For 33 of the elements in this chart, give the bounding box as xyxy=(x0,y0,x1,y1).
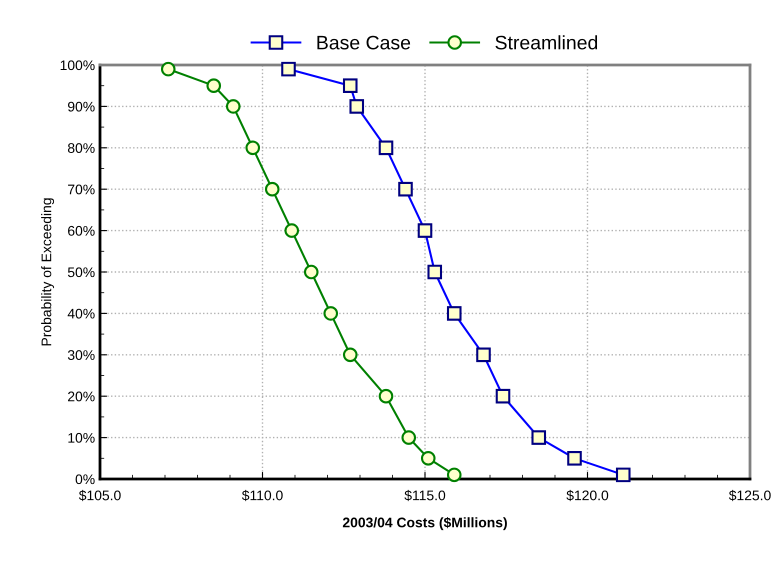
x-tick-label: $110.0 xyxy=(242,490,283,502)
point xyxy=(342,348,358,362)
x-tick-label: $120.0 xyxy=(566,490,608,502)
y-tick-label: 70% xyxy=(68,184,95,194)
point xyxy=(304,264,319,280)
point xyxy=(401,430,416,445)
point xyxy=(323,306,338,321)
legend-label: Base Case xyxy=(317,36,410,50)
x-tick-label: $125.0 xyxy=(728,490,771,502)
point xyxy=(420,451,436,466)
point xyxy=(245,140,260,156)
y-tick-label: 40% xyxy=(68,308,95,319)
x-axis-title: 2003/04 Costs ($Millions) xyxy=(342,516,507,530)
y-axis-title: Probability of Exceeding xyxy=(41,198,54,346)
y-tick-label: 10% xyxy=(68,432,95,443)
y-tick-label: 50% xyxy=(68,267,95,278)
x-tick-label: $105.0 xyxy=(78,490,121,502)
point xyxy=(206,78,222,93)
point xyxy=(160,62,176,76)
y-tick-label: 20% xyxy=(68,392,95,402)
point xyxy=(378,388,394,404)
y-tick-label: 80% xyxy=(68,143,95,153)
legend-label: Streamlined xyxy=(495,35,598,50)
y-tick-label: 100% xyxy=(60,60,95,70)
point xyxy=(226,99,241,114)
point xyxy=(446,468,462,482)
y-tick-label: 90% xyxy=(68,102,95,112)
x-tick-label: $115.0 xyxy=(404,490,446,502)
y-tick-label: 30% xyxy=(68,350,95,360)
y-tick-label: 0% xyxy=(76,474,95,484)
point xyxy=(264,182,280,196)
point xyxy=(284,223,300,238)
y-tick-label: 60% xyxy=(68,226,95,236)
